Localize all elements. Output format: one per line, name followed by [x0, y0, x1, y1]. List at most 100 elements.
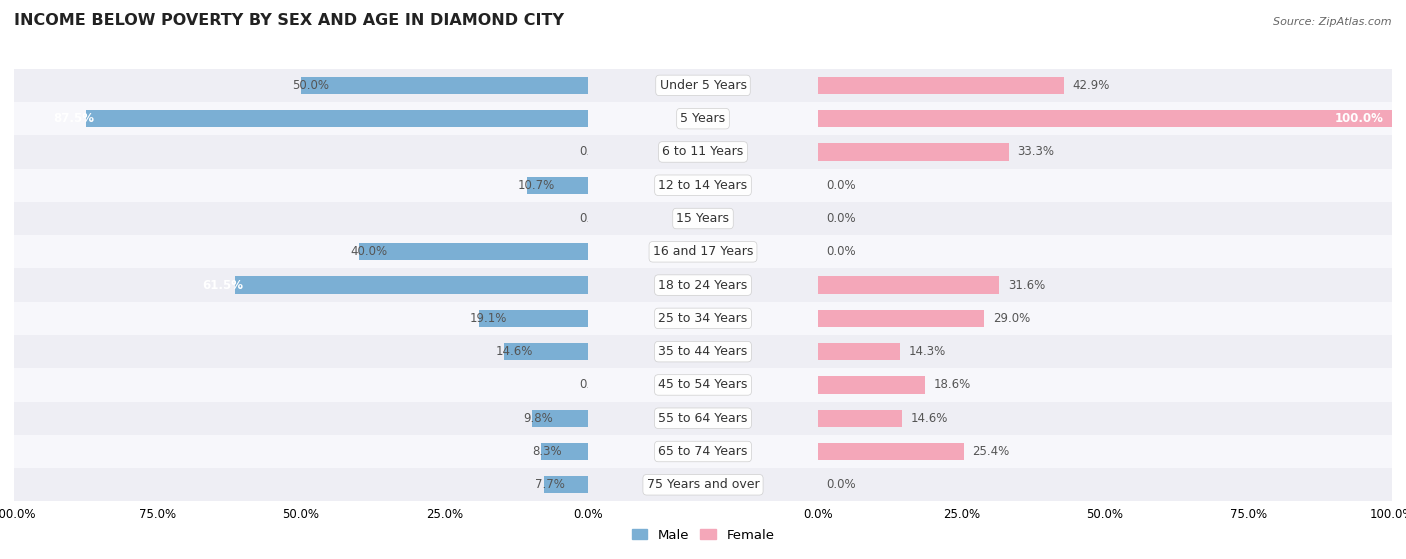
Bar — [0, 435, 1406, 468]
Text: 12 to 14 Years: 12 to 14 Years — [658, 179, 748, 192]
Bar — [0, 368, 1406, 401]
Text: 55 to 64 Years: 55 to 64 Years — [658, 412, 748, 425]
Bar — [0, 135, 1406, 169]
Bar — [0, 401, 1406, 435]
Text: 45 to 54 Years: 45 to 54 Years — [658, 378, 748, 391]
Text: 6 to 11 Years: 6 to 11 Years — [662, 145, 744, 158]
Bar — [301, 77, 588, 94]
Bar — [0, 169, 1406, 202]
Bar — [0, 268, 1406, 302]
Bar — [0, 102, 1406, 135]
Text: 33.3%: 33.3% — [1018, 145, 1054, 158]
Bar — [818, 376, 925, 394]
Bar — [0, 468, 1406, 501]
Bar — [86, 110, 588, 127]
Bar — [0, 102, 1406, 135]
Text: 42.9%: 42.9% — [1073, 79, 1111, 92]
Text: 14.3%: 14.3% — [908, 345, 946, 358]
Bar — [235, 277, 588, 293]
Bar — [0, 69, 1406, 102]
Bar — [0, 401, 1406, 435]
Text: 0.0%: 0.0% — [827, 245, 856, 258]
Bar — [0, 302, 1406, 335]
Text: 18.6%: 18.6% — [934, 378, 970, 391]
Bar — [0, 335, 1406, 368]
Bar — [0, 169, 1406, 202]
Text: 16 and 17 Years: 16 and 17 Years — [652, 245, 754, 258]
Bar — [818, 443, 963, 460]
Bar — [0, 468, 1406, 501]
Bar — [0, 202, 1406, 235]
Bar — [0, 135, 1406, 169]
Text: 10.7%: 10.7% — [519, 179, 555, 192]
Bar — [0, 302, 1406, 335]
Bar — [544, 476, 588, 494]
Bar — [0, 335, 1406, 368]
Bar — [818, 143, 1010, 160]
Bar — [478, 310, 588, 327]
Text: 50.0%: 50.0% — [292, 79, 329, 92]
Text: 0.0%: 0.0% — [579, 378, 609, 391]
Text: 0.0%: 0.0% — [579, 212, 609, 225]
Bar — [0, 135, 1406, 169]
Bar — [0, 235, 1406, 268]
Bar — [505, 343, 588, 361]
Legend: Male, Female: Male, Female — [626, 523, 780, 547]
Text: 19.1%: 19.1% — [470, 312, 508, 325]
Bar — [0, 69, 1406, 102]
Bar — [0, 102, 1406, 135]
Text: 18 to 24 Years: 18 to 24 Years — [658, 278, 748, 292]
Text: 5 Years: 5 Years — [681, 112, 725, 125]
Bar — [0, 235, 1406, 268]
Text: 9.8%: 9.8% — [523, 412, 553, 425]
Bar — [818, 77, 1064, 94]
Bar — [818, 343, 900, 361]
Text: 14.6%: 14.6% — [496, 345, 533, 358]
Bar — [818, 410, 901, 427]
Bar — [0, 69, 1406, 102]
Text: Source: ZipAtlas.com: Source: ZipAtlas.com — [1274, 17, 1392, 27]
Text: 15 Years: 15 Years — [676, 212, 730, 225]
Text: 75 Years and over: 75 Years and over — [647, 479, 759, 491]
Text: 65 to 74 Years: 65 to 74 Years — [658, 445, 748, 458]
Bar — [531, 410, 588, 427]
Text: 0.0%: 0.0% — [827, 479, 856, 491]
Text: INCOME BELOW POVERTY BY SEX AND AGE IN DIAMOND CITY: INCOME BELOW POVERTY BY SEX AND AGE IN D… — [14, 13, 564, 28]
Text: 61.5%: 61.5% — [202, 278, 243, 292]
Bar — [0, 435, 1406, 468]
Text: 29.0%: 29.0% — [993, 312, 1031, 325]
Bar — [540, 443, 588, 460]
Text: 25 to 34 Years: 25 to 34 Years — [658, 312, 748, 325]
Bar — [0, 368, 1406, 401]
Bar — [0, 169, 1406, 202]
Bar — [527, 177, 588, 194]
Bar — [0, 235, 1406, 268]
Text: 0.0%: 0.0% — [579, 145, 609, 158]
Text: Under 5 Years: Under 5 Years — [659, 79, 747, 92]
Bar — [0, 268, 1406, 302]
Bar — [818, 110, 1392, 127]
Text: 87.5%: 87.5% — [53, 112, 94, 125]
Text: 7.7%: 7.7% — [536, 479, 565, 491]
Text: 100.0%: 100.0% — [1334, 112, 1384, 125]
Text: 25.4%: 25.4% — [973, 445, 1010, 458]
Text: 0.0%: 0.0% — [827, 212, 856, 225]
Bar — [0, 202, 1406, 235]
Bar — [359, 243, 588, 260]
Bar — [0, 335, 1406, 368]
Text: 14.6%: 14.6% — [910, 412, 948, 425]
Bar — [0, 268, 1406, 302]
Bar — [818, 277, 1000, 293]
Bar — [0, 368, 1406, 401]
Text: 35 to 44 Years: 35 to 44 Years — [658, 345, 748, 358]
Text: 31.6%: 31.6% — [1008, 278, 1045, 292]
Bar — [0, 202, 1406, 235]
Bar — [0, 435, 1406, 468]
Text: 40.0%: 40.0% — [350, 245, 387, 258]
Bar — [818, 310, 984, 327]
Bar — [0, 302, 1406, 335]
Bar — [0, 401, 1406, 435]
Bar — [0, 468, 1406, 501]
Text: 0.0%: 0.0% — [827, 179, 856, 192]
Text: 8.3%: 8.3% — [531, 445, 561, 458]
